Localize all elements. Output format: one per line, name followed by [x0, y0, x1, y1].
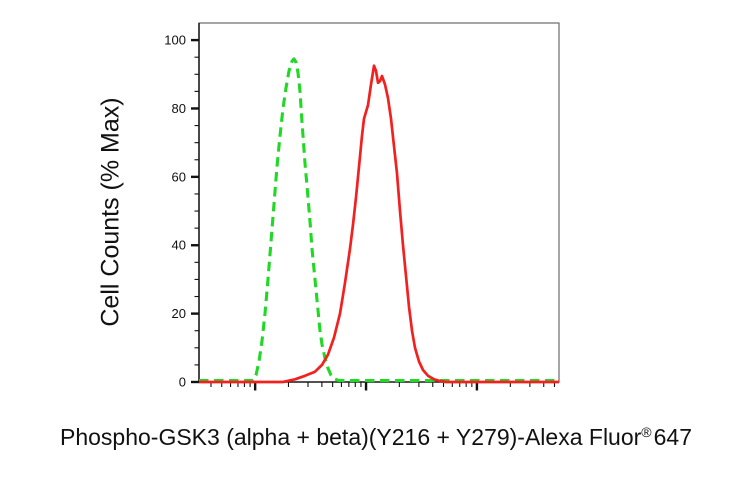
- caption-text: Phospho-GSK3 (alpha + beta)(Y216 + Y279)…: [59, 424, 642, 450]
- control-green-dashed-curve: [199, 57, 559, 383]
- y-axis-title: Cell Counts (% Max): [96, 97, 125, 327]
- plot-border: [198, 22, 560, 383]
- y-tick-label: 80: [172, 101, 186, 116]
- y-tick-label: 0: [179, 375, 186, 390]
- x-axis-caption: Phospho-GSK3 (alpha + beta)(Y216 + Y279)…: [0, 424, 738, 451]
- y-tick-label: 20: [172, 306, 186, 321]
- y-tick-label: 60: [172, 169, 186, 184]
- y-tick-label: 100: [164, 33, 186, 48]
- sample-red-solid-curve: [199, 64, 559, 384]
- registered-trademark-symbol: ®: [641, 424, 652, 440]
- caption-fluor-number: 647: [653, 424, 692, 450]
- y-tick-label: 40: [172, 238, 186, 253]
